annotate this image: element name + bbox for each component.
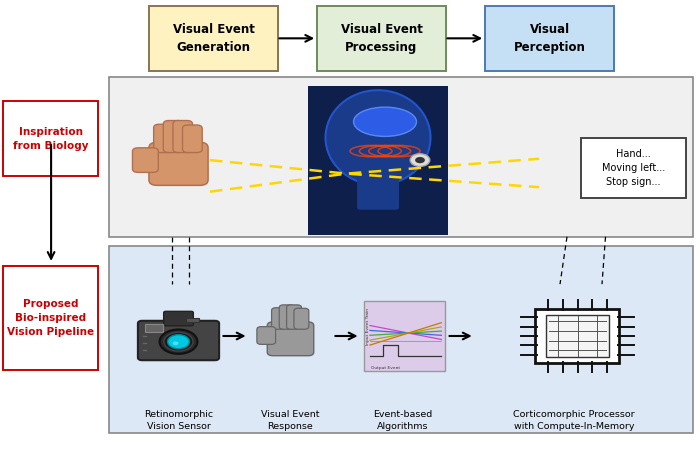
FancyBboxPatch shape xyxy=(316,5,447,71)
Text: Output Event: Output Event xyxy=(371,366,400,370)
FancyBboxPatch shape xyxy=(4,101,98,176)
Text: Proposed
Bio-inspired
Vision Pipeline: Proposed Bio-inspired Vision Pipeline xyxy=(7,299,94,337)
FancyBboxPatch shape xyxy=(286,305,302,329)
FancyBboxPatch shape xyxy=(154,124,174,152)
Text: Inspiration
from Biology: Inspiration from Biology xyxy=(13,127,88,151)
FancyBboxPatch shape xyxy=(547,315,608,357)
Text: Hand...
Moving left...
Stop sign...: Hand... Moving left... Stop sign... xyxy=(602,149,665,187)
FancyBboxPatch shape xyxy=(138,321,219,360)
FancyBboxPatch shape xyxy=(148,5,279,71)
Text: Event-based
Algorithms: Event-based Algorithms xyxy=(373,410,432,431)
Text: Corticomorphic Processor
with Compute-In-Memory: Corticomorphic Processor with Compute-In… xyxy=(513,410,635,431)
FancyBboxPatch shape xyxy=(183,125,202,152)
FancyBboxPatch shape xyxy=(267,322,314,356)
Bar xyxy=(364,301,445,371)
Text: Retinomorphic
Vision Sensor: Retinomorphic Vision Sensor xyxy=(144,410,213,431)
Text: Input Event Train: Input Event Train xyxy=(367,308,370,345)
Circle shape xyxy=(167,335,190,349)
FancyBboxPatch shape xyxy=(164,311,193,326)
FancyBboxPatch shape xyxy=(149,143,208,185)
Text: Visual Event
Processing: Visual Event Processing xyxy=(341,23,422,54)
Circle shape xyxy=(415,157,425,163)
FancyBboxPatch shape xyxy=(163,120,183,152)
FancyBboxPatch shape xyxy=(536,309,620,363)
FancyBboxPatch shape xyxy=(145,324,163,332)
Bar xyxy=(108,77,693,237)
Ellipse shape xyxy=(326,90,430,185)
Text: Visual
Perception: Visual Perception xyxy=(514,23,585,54)
FancyBboxPatch shape xyxy=(132,148,158,172)
FancyBboxPatch shape xyxy=(4,266,98,370)
Text: Visual Event
Generation: Visual Event Generation xyxy=(173,23,254,54)
Circle shape xyxy=(160,330,197,354)
Bar xyxy=(308,86,448,235)
FancyBboxPatch shape xyxy=(173,120,193,152)
Circle shape xyxy=(173,341,178,345)
Text: Visual Event
Response: Visual Event Response xyxy=(261,410,320,431)
FancyBboxPatch shape xyxy=(279,305,294,329)
Bar xyxy=(108,246,693,433)
FancyBboxPatch shape xyxy=(581,138,686,198)
Ellipse shape xyxy=(354,107,416,136)
FancyBboxPatch shape xyxy=(272,308,286,329)
Circle shape xyxy=(164,332,193,351)
Bar xyxy=(186,318,199,322)
Circle shape xyxy=(410,154,430,166)
FancyBboxPatch shape xyxy=(294,308,309,329)
FancyBboxPatch shape xyxy=(357,174,399,210)
FancyBboxPatch shape xyxy=(257,327,276,345)
FancyBboxPatch shape xyxy=(484,5,615,71)
